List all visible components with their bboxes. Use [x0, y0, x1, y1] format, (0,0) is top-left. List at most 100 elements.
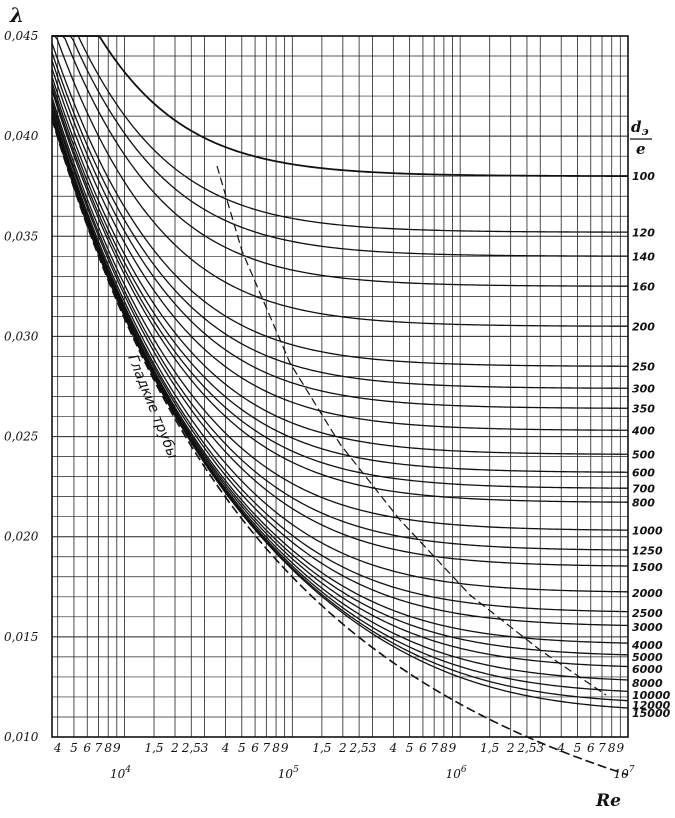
- x-tick-labels: 4 5 6 7 8 9 1,5 2 2,5 3 4 5 6 7 8 9 1,5 2 2,5 3 4 5 6 7 8 9 1,5 2 2,…: [53, 741, 635, 781]
- rough-zone-boundary-line: [216, 165, 607, 696]
- y-tick-label: 0,015: [4, 630, 38, 644]
- x-decade-base: 10: [278, 767, 294, 781]
- curve-1250: [51, 100, 629, 551]
- x-tick-label: 5: [406, 741, 414, 755]
- curve-1000: [51, 96, 629, 531]
- y-tick-labels: 0,045 0,040 0,035 0,030 0,025 0,020 0,015 0,010: [4, 29, 39, 744]
- y-tick-label: 0,035: [4, 229, 38, 243]
- smooth-pipes-curve-group: [51, 118, 629, 776]
- y-tick-label: 0,045: [4, 29, 38, 43]
- x-tick-label: 2,5: [516, 741, 536, 755]
- curve-label-140: 140: [632, 250, 655, 263]
- curve-400: [51, 68, 629, 431]
- curve-label-5000: 5000: [632, 651, 663, 664]
- x-tick-label: 9: [616, 741, 624, 755]
- curve-label-1250: 1250: [632, 545, 663, 558]
- x-tick-label: 8: [608, 741, 616, 755]
- x-tick-label: 8: [440, 741, 448, 755]
- curve-800: [51, 90, 629, 503]
- param-label-sub: э: [642, 125, 649, 138]
- x-decade-label: 105: [278, 765, 299, 781]
- x-tick-label: 7: [95, 741, 103, 755]
- x-decade-label: 106: [446, 765, 467, 781]
- x-axis-title: Re: [595, 791, 621, 811]
- x-tick-label: 1,5: [480, 741, 499, 755]
- x-tick-label: 2,5: [181, 741, 201, 755]
- x-tick-label: 2: [506, 741, 515, 755]
- x-tick-label: 4: [389, 741, 398, 755]
- param-label-bottom: e: [636, 140, 646, 158]
- x-decade-base: 10: [110, 767, 126, 781]
- curve-label-160: 160: [632, 280, 655, 293]
- curve-label-100: 100: [632, 170, 655, 183]
- y-tick-label: 0,020: [4, 530, 39, 544]
- x-tick-label: 8: [272, 741, 280, 755]
- curve-600: [51, 81, 629, 473]
- curve-label-3000: 3000: [632, 621, 663, 634]
- x-tick-label: 2,5: [349, 741, 369, 755]
- curve-140: [52, 35, 628, 257]
- x-tick-label: 5: [70, 741, 78, 755]
- x-tick-label: 3: [201, 741, 209, 755]
- x-tick-label: 7: [430, 741, 438, 755]
- curve-4000: [51, 113, 629, 644]
- x-tick-label: 7: [262, 741, 270, 755]
- curve-label-250: 250: [632, 360, 655, 373]
- x-tick-label: 5: [238, 741, 246, 755]
- y-tick-label: 0,010: [4, 730, 39, 744]
- curve-500: [51, 76, 629, 455]
- curve-300: [51, 52, 629, 389]
- curve-label-800: 800: [632, 497, 655, 510]
- x-tick-label: 5: [574, 741, 582, 755]
- curve-label-1000: 1000: [632, 525, 663, 538]
- curve-5000: [51, 114, 629, 656]
- curve-2000: [51, 107, 629, 593]
- x-tick-label: 4: [556, 741, 565, 755]
- x-decade-label: 107: [613, 765, 634, 781]
- curve-2500: [51, 110, 629, 613]
- curve-3000: [51, 112, 629, 627]
- x-tick-label: 6: [587, 741, 595, 755]
- x-tick-label: 7: [598, 741, 606, 755]
- curve-160: [52, 35, 629, 287]
- x-tick-label: 2: [338, 741, 347, 755]
- x-decade-exponent: 7: [629, 765, 635, 775]
- curve-100: [52, 35, 629, 177]
- x-tick-label: 8: [104, 741, 112, 755]
- plot-frame: [51, 35, 629, 738]
- x-tick-label: 6: [251, 741, 259, 755]
- curve-label-350: 350: [632, 403, 655, 416]
- y-tick-label: 0,040: [4, 129, 39, 143]
- x-tick-label: 6: [83, 741, 91, 755]
- curve-120: [52, 35, 629, 233]
- curve-label-2500: 2500: [632, 607, 663, 620]
- curve-700: [51, 86, 629, 489]
- curves-group: [51, 35, 629, 709]
- limit-line-group: [216, 165, 607, 696]
- curve-6000: [51, 115, 629, 668]
- curve-label-120: 120: [632, 226, 655, 239]
- parameter-header: dэ e: [630, 118, 652, 158]
- x-tick-label: 4: [221, 741, 230, 755]
- curve-label-400: 400: [631, 425, 655, 438]
- y-tick-label: 0,030: [4, 329, 39, 343]
- curve-label-1500: 1500: [632, 561, 663, 574]
- curve-label-8000: 8000: [632, 677, 663, 690]
- curve-label-300: 300: [632, 383, 655, 396]
- x-tick-label: 4: [53, 741, 62, 755]
- y-tick-label: 0,025: [4, 430, 38, 444]
- x-tick-label: 1,5: [312, 741, 331, 755]
- x-decade-exponent: 6: [461, 765, 467, 775]
- curve-1500: [51, 103, 629, 567]
- curve-label-700: 700: [632, 483, 655, 496]
- x-tick-label: 9: [449, 741, 457, 755]
- curve-label-500: 500: [632, 449, 655, 462]
- x-tick-label: 6: [419, 741, 427, 755]
- x-tick-label: 9: [281, 741, 289, 755]
- x-decade-base: 10: [613, 767, 629, 781]
- x-tick-label: 1,5: [144, 741, 163, 755]
- x-decade-label: 104: [110, 765, 131, 781]
- x-decade-base: 10: [446, 767, 462, 781]
